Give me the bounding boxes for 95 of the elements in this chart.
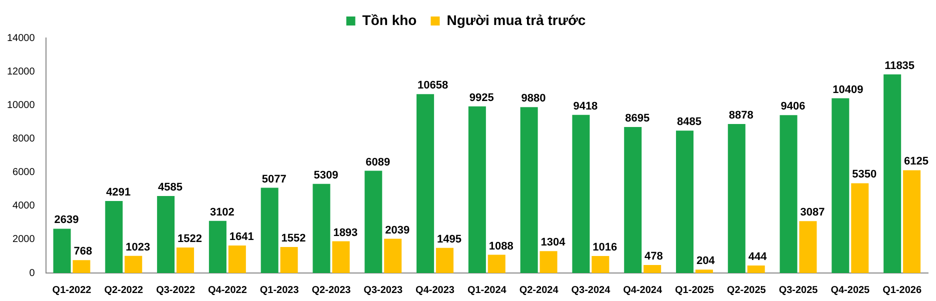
y-tick-label: 12000 (6, 66, 36, 78)
bar (72, 260, 90, 273)
data-label: 8485 (676, 116, 702, 128)
x-tick-label: Q2-2023 (312, 284, 352, 296)
y-tick-label: 10000 (6, 100, 36, 111)
data-label: 1552 (281, 232, 306, 244)
bar (572, 114, 590, 273)
bar (644, 264, 662, 273)
bar (105, 200, 123, 273)
bar (384, 238, 402, 273)
x-tick-label: Q3-2023 (364, 284, 404, 296)
bar (468, 106, 486, 273)
data-label: 3102 (210, 206, 234, 218)
bar (540, 251, 558, 273)
bar (624, 127, 642, 273)
bar (436, 248, 454, 273)
bar (676, 130, 694, 273)
bar (260, 188, 278, 273)
bar (851, 183, 869, 273)
x-tick-label: Q4-2023 (416, 284, 455, 296)
x-tick-label: Q2-2024 (519, 284, 559, 296)
bar (157, 196, 175, 273)
data-label: 1893 (333, 226, 358, 239)
bar (176, 247, 194, 273)
data-label: 2639 (54, 214, 79, 226)
data-label: 1016 (592, 241, 618, 254)
bar (280, 246, 298, 273)
data-label: 1495 (436, 233, 462, 246)
bar (799, 221, 817, 273)
x-tick-label: Q3-2022 (156, 284, 196, 296)
data-label: 478 (644, 250, 663, 263)
x-tick-label: Q3-2024 (571, 284, 611, 296)
bar (520, 107, 538, 273)
data-label: 768 (74, 246, 92, 258)
y-tick-label: 6000 (12, 167, 36, 178)
bar (780, 115, 798, 273)
data-label: 9925 (469, 92, 494, 104)
x-tick-label: Q1-2025 (675, 284, 714, 296)
y-tick-label: 2000 (12, 234, 36, 246)
bar (416, 94, 434, 273)
data-label: 1304 (540, 236, 566, 249)
data-label: 9418 (573, 100, 598, 112)
data-label: 6125 (904, 156, 929, 168)
x-tick-label: Q2-2025 (726, 284, 766, 296)
legend-label: Tồn kho (362, 12, 417, 28)
bar (124, 256, 142, 273)
bar (695, 270, 713, 273)
bar (208, 220, 226, 273)
x-tick-label: Q3-2025 (778, 284, 818, 296)
bar (488, 254, 506, 273)
y-tick-label: 0 (29, 268, 36, 279)
y-tick-label: 8000 (12, 133, 36, 144)
data-label: 8695 (625, 112, 650, 125)
data-label: 1023 (126, 241, 150, 254)
data-label: 4585 (158, 182, 183, 194)
bar (592, 256, 610, 273)
x-tick-label: Q1-2024 (467, 284, 507, 296)
y-tick-label: 14000 (6, 32, 36, 44)
data-label: 444 (748, 251, 768, 264)
data-label: 5350 (852, 168, 877, 181)
data-label: 4291 (106, 186, 131, 199)
bar (228, 245, 246, 273)
data-label: 2039 (385, 224, 410, 236)
x-tick-label: Q1-2023 (260, 284, 300, 296)
bar (332, 241, 350, 273)
bar (747, 266, 765, 273)
data-label: 10658 (418, 80, 448, 92)
data-label: 204 (696, 255, 716, 268)
data-label: 1522 (178, 232, 202, 245)
bar (312, 184, 330, 273)
data-label: 1088 (488, 240, 514, 252)
data-label: 5077 (262, 173, 286, 186)
data-label: 10409 (832, 84, 864, 96)
bar (903, 170, 921, 273)
data-label: 3087 (800, 206, 825, 219)
legend-label: Người mua trả trước (446, 12, 586, 28)
x-tick-label: Q1-2026 (882, 284, 922, 296)
bar (364, 170, 382, 273)
data-label: 9880 (521, 92, 546, 105)
bar (53, 228, 71, 273)
data-label: 9406 (780, 100, 806, 113)
data-label: 1641 (229, 230, 254, 243)
bar (832, 98, 850, 273)
bar (728, 124, 746, 273)
x-tick-label: Q4-2022 (208, 284, 248, 296)
x-tick-label: Q2-2022 (104, 284, 144, 296)
data-label: 6089 (366, 156, 390, 168)
x-tick-label: Q1-2022 (52, 284, 92, 296)
x-tick-label: Q4-2025 (830, 284, 870, 296)
y-tick-label: 4000 (12, 200, 36, 212)
bar (884, 74, 902, 273)
data-label: 11835 (884, 60, 915, 72)
data-label: 5309 (314, 169, 338, 182)
x-tick-label: Q4-2024 (623, 284, 662, 296)
data-label: 8878 (728, 110, 754, 122)
